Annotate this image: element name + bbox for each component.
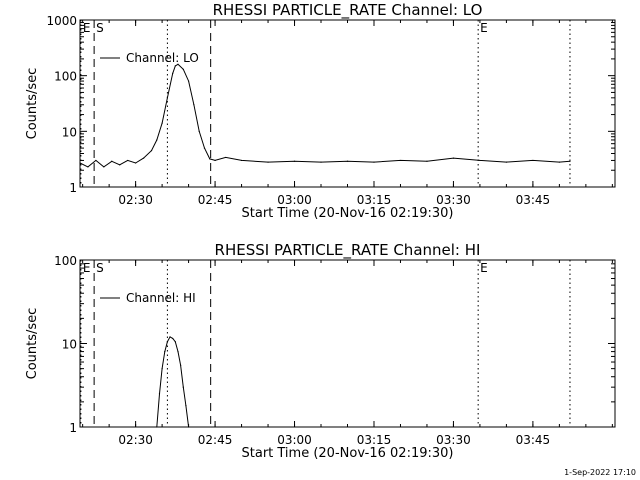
data-point <box>240 159 243 162</box>
data-point <box>293 160 296 162</box>
data-point <box>164 350 166 353</box>
data-point <box>180 364 182 366</box>
x-tick-label: 03:30 <box>436 193 471 207</box>
x-axis-label: Start Time (20-Nov-16 02:19:30) <box>242 206 454 221</box>
data-point <box>156 426 158 428</box>
data-point <box>177 350 179 353</box>
x-tick-label: 03:45 <box>516 193 551 207</box>
data-point <box>203 147 206 149</box>
data-point <box>174 65 176 67</box>
y-tick-label: 1000 <box>46 14 77 28</box>
x-tick-label: 03:30 <box>436 433 471 447</box>
data-point <box>532 159 534 162</box>
data-point <box>225 156 227 159</box>
marker-label: E <box>83 21 91 35</box>
plot-frame <box>79 259 616 428</box>
data-point <box>182 386 184 388</box>
data-point <box>79 162 81 164</box>
data-point <box>166 341 169 343</box>
y-axis-label: Counts/sec <box>25 68 40 140</box>
plot-frame <box>79 19 616 188</box>
marker-label: E <box>480 261 488 275</box>
data-point <box>169 336 171 338</box>
x-tick-label: 03:15 <box>357 193 392 207</box>
data-point <box>182 68 184 70</box>
series-line <box>79 63 571 168</box>
data-point <box>161 122 163 124</box>
x-tick-label: 02:30 <box>118 193 153 207</box>
data-point <box>174 341 176 343</box>
data-point <box>569 160 571 162</box>
x-tick-label: 02:45 <box>198 193 233 207</box>
data-point <box>87 166 89 168</box>
data-point <box>185 405 187 407</box>
x-tick-label: 03:45 <box>516 433 551 447</box>
x-tick-label: 02:45 <box>198 433 233 447</box>
data-point <box>452 157 455 159</box>
x-axis-label: Start Time (20-Nov-16 02:19:30) <box>242 446 454 461</box>
data-point <box>95 159 97 162</box>
data-point <box>142 157 145 159</box>
data-point <box>119 164 121 166</box>
y-tick-label: 100 <box>54 70 77 84</box>
data-point <box>156 139 158 141</box>
legend-label: Channel: LO <box>126 51 199 65</box>
chart-title: RHESSI PARTICLE_RATE Channel: LO <box>213 1 483 20</box>
data-point <box>267 161 269 163</box>
x-tick-label: 02:30 <box>118 433 153 447</box>
data-point <box>187 426 190 428</box>
data-point <box>209 158 211 160</box>
data-point <box>150 150 153 152</box>
data-point <box>198 130 200 132</box>
y-tick-label: 1 <box>69 421 77 435</box>
marker-label: S <box>96 261 104 275</box>
data-point <box>177 63 179 65</box>
y-tick-label: 10 <box>62 338 77 352</box>
marker-label: E <box>83 261 91 275</box>
y-tick-label: 10 <box>62 125 77 139</box>
data-point <box>127 159 129 162</box>
marker-label: E <box>480 21 488 35</box>
data-point <box>399 159 402 162</box>
marker-label: S <box>96 21 104 35</box>
data-point <box>373 161 375 163</box>
data-point <box>346 160 349 162</box>
data-point <box>103 166 105 168</box>
y-tick-label: 100 <box>54 254 77 268</box>
data-point <box>135 162 137 164</box>
data-point <box>187 80 190 82</box>
data-point <box>479 159 481 162</box>
footer-timestamp: 1-Sep-2022 17:10 <box>564 468 636 477</box>
legend-label: Channel: HI <box>126 291 196 305</box>
data-point <box>111 160 113 162</box>
y-tick-label: 1 <box>69 181 77 195</box>
x-tick-label: 03:00 <box>277 193 312 207</box>
x-tick-label: 03:00 <box>277 433 312 447</box>
y-axis-label: Counts/sec <box>25 308 40 380</box>
data-point <box>172 337 174 340</box>
chart-title: RHESSI PARTICLE_RATE Channel: HI <box>215 241 481 260</box>
data-point <box>320 161 322 163</box>
data-point <box>158 393 161 395</box>
data-point <box>505 161 508 163</box>
data-point <box>172 72 174 74</box>
x-tick-label: 03:15 <box>357 433 392 447</box>
series-line <box>156 336 190 428</box>
data-point <box>214 159 216 162</box>
data-point <box>558 161 560 163</box>
data-point <box>193 104 195 106</box>
data-point <box>166 97 169 99</box>
data-point <box>161 368 163 370</box>
data-point <box>426 160 428 162</box>
